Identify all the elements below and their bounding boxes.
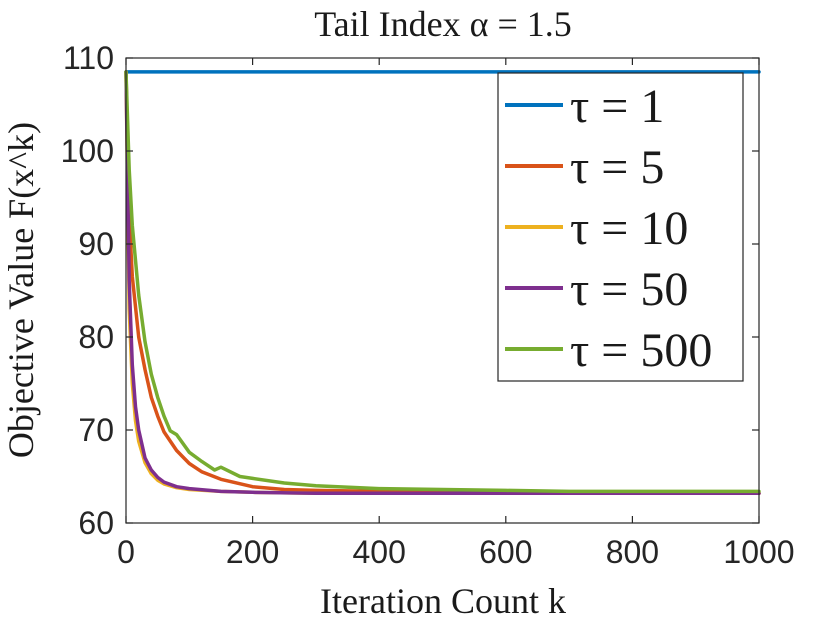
y-axis-label: Objective Value F(x^k) xyxy=(1,122,41,458)
legend-label-4: τ = 50 xyxy=(570,263,688,316)
legend-items: τ = 1 τ = 5 τ = 10 τ = 50 τ = 500 xyxy=(505,80,712,377)
legend-label-1: τ = 1 xyxy=(570,80,664,133)
x-tick-label: 200 xyxy=(226,534,279,570)
tick-layer: 0 200 400 600 800 1000 60 70 80 90 100 110 xyxy=(61,40,795,570)
chart-title: Tail Index α = 1.5 xyxy=(314,4,572,44)
y-tick-label: 80 xyxy=(78,319,114,355)
legend-label-5: τ = 500 xyxy=(570,324,712,377)
axes-box xyxy=(125,57,760,524)
x-axis-label: Iteration Count k xyxy=(320,581,566,621)
y-tick-label: 100 xyxy=(61,133,114,169)
x-tick-label: 800 xyxy=(606,534,659,570)
x-tick-label: 1000 xyxy=(723,534,794,570)
legend-label-3: τ = 10 xyxy=(570,202,688,255)
series-line-5 xyxy=(124,70,761,494)
x-tick-label: 600 xyxy=(479,534,532,570)
series-layer xyxy=(124,70,761,495)
legend-label-2: τ = 5 xyxy=(570,141,664,194)
legend: τ = 1 τ = 5 τ = 10 τ = 50 τ = 500 xyxy=(497,72,744,382)
y-tick-label: 90 xyxy=(78,226,114,262)
x-tick-label: 0 xyxy=(117,534,135,570)
x-tick-label: 400 xyxy=(353,534,406,570)
series-line-4 xyxy=(124,70,761,495)
y-tick-label: 110 xyxy=(63,40,114,76)
y-tick-label: 60 xyxy=(78,505,114,541)
y-tick-label: 70 xyxy=(78,412,114,448)
